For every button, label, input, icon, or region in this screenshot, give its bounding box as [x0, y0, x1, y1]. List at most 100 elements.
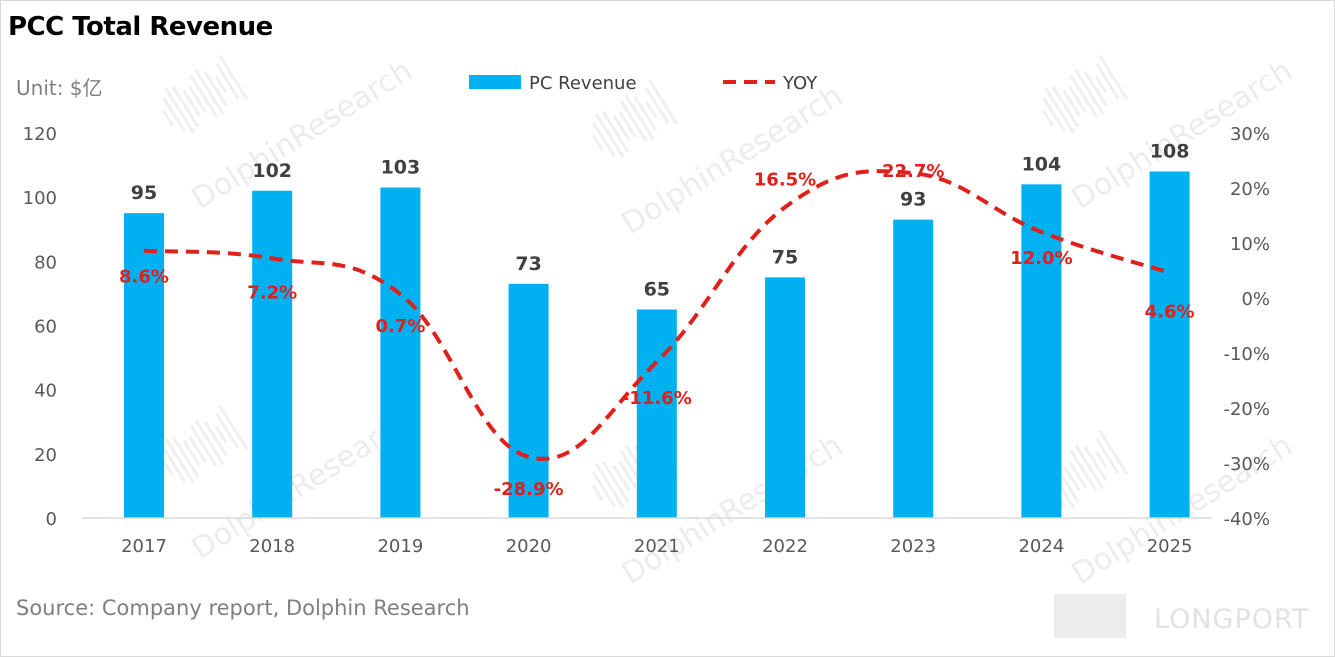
right-axis: -40% -30% -20% -10% 0% 10% 20% 30% [1223, 124, 1270, 530]
x-tick-label: 2023 [890, 536, 936, 557]
bar-value-label-2024: 104 [1022, 153, 1062, 175]
watermark-wave-icon [161, 446, 186, 483]
watermark-wave-icon [189, 74, 218, 117]
watermark-wave-icon [591, 121, 616, 158]
bar-2019 [380, 187, 421, 518]
watermark-wave-icon [1083, 70, 1108, 106]
left-tick-label: 20 [34, 445, 57, 466]
legend: PC Revenue YOY [469, 73, 818, 94]
yoy-value-label-2025: 4.6% [1145, 302, 1195, 323]
watermark-wave-icon [1098, 54, 1129, 100]
right-tick-label: 30% [1230, 124, 1270, 145]
brand-logo-icon [1054, 594, 1126, 638]
watermark-wave-icon [182, 439, 201, 467]
yoy-label-layer: 8.6% 7.2% 0.7% -28.9% -11.6% 16.5% 22.7% 12.0% 4… [119, 161, 1195, 500]
yoy-value-label-2023: 22.7% [882, 161, 944, 182]
left-axis: 0 20 40 60 80 100 120 [23, 124, 57, 530]
watermark-wave-icon [591, 471, 616, 508]
watermark-wave-icon [215, 63, 240, 99]
bar-value-label-2018: 102 [252, 160, 292, 182]
legend-label-yoy: YOY [782, 73, 818, 94]
watermark-wave-icon [182, 89, 201, 117]
watermark-wave-icon [218, 54, 249, 100]
bar-2018 [252, 190, 293, 518]
watermark-wave-icon [218, 404, 249, 450]
watermark-wave-icon [215, 75, 228, 94]
watermark-wave-icon [645, 100, 658, 119]
right-tick-label: -40% [1223, 509, 1270, 530]
x-tick-label: 2025 [1147, 536, 1193, 557]
bar-value-label-2017: 95 [131, 182, 157, 204]
watermark-wave-icon [161, 96, 186, 133]
bar-value-label-2020: 73 [515, 253, 541, 275]
watermark-wave-icon [161, 109, 174, 127]
watermark-wave-icon [601, 461, 630, 503]
watermark-wave-icon [188, 86, 207, 113]
watermark-wave-icon [1068, 461, 1087, 488]
watermark-wave-icon [1069, 449, 1098, 492]
x-tick-label: 2018 [249, 536, 295, 557]
watermark-text: DolphinResearch [616, 78, 849, 242]
watermark-wave-icon [203, 70, 228, 106]
bar-2025 [1149, 171, 1190, 518]
bar-value-label-2019: 103 [381, 157, 421, 179]
right-tick-label: -20% [1223, 399, 1270, 420]
watermark-wave-icon [1095, 438, 1120, 474]
watermark-wave-icon [619, 99, 648, 142]
watermark-wave-icon [1069, 74, 1098, 117]
watermark-wave-icon [1062, 464, 1081, 492]
watermark-wave-icon [591, 134, 604, 152]
watermark-wave-icon [188, 436, 207, 463]
watermark-wave-icon [618, 111, 637, 138]
right-tick-label: -10% [1223, 344, 1270, 365]
watermark-wave-icon [1044, 87, 1075, 134]
watermark-wave-icon [171, 86, 200, 128]
watermark-wave-icon [215, 425, 228, 444]
yoy-line [143, 169, 1171, 461]
brand-text: LONGPORT [1154, 604, 1310, 635]
bar-value-label-2023: 93 [900, 189, 926, 211]
bar-value-label-2021: 65 [644, 278, 670, 300]
watermark-wave-icon [612, 464, 631, 492]
bar-series [124, 171, 1190, 519]
bar-label-layer: 95 102 103 73 65 75 93 104 108 [131, 141, 1190, 301]
x-tick-label: 2020 [506, 536, 552, 557]
watermark-wave-icon [1074, 69, 1105, 115]
left-tick-label: 100 [23, 188, 57, 209]
watermark-wave-icon [648, 79, 679, 125]
x-tick-label: 2024 [1018, 536, 1064, 557]
watermark-wave-icon [1095, 75, 1108, 94]
x-tick-label: 2021 [634, 536, 680, 557]
left-tick-label: 40 [34, 381, 57, 402]
watermark-wave-icon [612, 114, 631, 142]
brand-watermark: LONGPORT [1054, 594, 1324, 642]
x-tick-label: 2017 [121, 536, 167, 557]
watermark-wave-icon [171, 436, 200, 478]
watermark-layer: DolphinResearch DolphinResearch DolphinRes… [161, 53, 1299, 592]
watermark-mark: DolphinResearch [591, 78, 849, 242]
watermark-wave-icon [601, 111, 630, 153]
watermark-wave-icon [1068, 86, 1087, 113]
watermark-wave-icon [1062, 89, 1081, 117]
legend-label-pc-revenue: PC Revenue [529, 73, 637, 94]
bar-2020 [508, 283, 549, 518]
watermark-wave-icon [1095, 450, 1108, 469]
watermark-wave-icon [164, 437, 195, 484]
yoy-value-label-2017: 8.6% [119, 267, 169, 288]
unit-label: Unit: $亿 [16, 76, 103, 100]
left-tick-label: 0 [46, 509, 57, 530]
yoy-value-label-2022: 16.5% [754, 169, 816, 190]
watermark-wave-icon [618, 461, 637, 488]
watermark-wave-icon [594, 462, 625, 509]
x-tick-label: 2019 [377, 536, 423, 557]
yoy-value-label-2018: 7.2% [247, 282, 297, 303]
bar-2024 [1021, 184, 1062, 519]
watermark-wave-icon [203, 420, 228, 456]
bar-2021 [636, 309, 677, 518]
watermark-wave-icon [591, 484, 604, 502]
right-tick-label: 20% [1230, 179, 1270, 200]
chart-title: PCC Total Revenue [8, 12, 273, 42]
yoy-value-label-2021: -11.6% [622, 388, 692, 409]
watermark-wave-icon [1041, 96, 1066, 133]
watermark-wave-icon [194, 419, 225, 465]
